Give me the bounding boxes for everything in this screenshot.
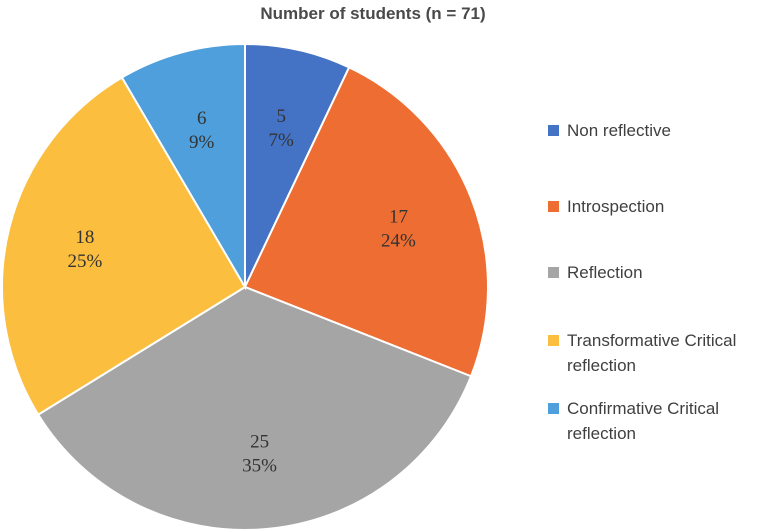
legend-label: Transformative Critical reflection bbox=[567, 331, 737, 375]
pie-slice-confirmative-critical-reflection bbox=[120, 42, 246, 291]
legend-label: Reflection bbox=[567, 263, 643, 282]
pie-slice-transformative-critical-reflection bbox=[1, 76, 247, 417]
legend-label: Non reflective bbox=[567, 121, 671, 140]
data-label: 5 7% bbox=[269, 106, 295, 151]
legend-label: Introspection bbox=[567, 197, 665, 216]
data-label: 18 25% bbox=[67, 227, 102, 272]
legend-item-confirmative-critical-reflection: Confirmative Critical reflection bbox=[548, 396, 779, 446]
legend-item-non-reflective: Non reflective bbox=[548, 118, 779, 143]
data-label: 17 24% bbox=[381, 206, 416, 251]
data-label: 6 9% bbox=[189, 108, 215, 153]
legend-swatch bbox=[548, 267, 559, 278]
legend-label: Confirmative Critical reflection bbox=[567, 399, 720, 443]
data-label: 25 35% bbox=[242, 431, 277, 476]
legend-swatch bbox=[548, 335, 559, 346]
legend-swatch bbox=[548, 201, 559, 212]
pie-slice-non-reflective bbox=[244, 42, 351, 288]
legend-item-reflection: Reflection bbox=[548, 260, 779, 285]
legend-swatch bbox=[548, 403, 559, 414]
legend-item-introspection: Introspection bbox=[548, 194, 779, 219]
pie-slices bbox=[1, 42, 489, 531]
pie-labels: 5 7% 17 24% 25 35% 18 25% 6 9% bbox=[67, 106, 416, 476]
pie-slice-reflection bbox=[36, 285, 473, 531]
legend-item-transformative-critical-reflection: Transformative Critical reflection bbox=[548, 328, 779, 378]
pie-slice-introspection bbox=[243, 66, 489, 378]
chart-title: Number of students (n = 71) bbox=[260, 4, 486, 23]
legend-swatch bbox=[548, 125, 559, 136]
